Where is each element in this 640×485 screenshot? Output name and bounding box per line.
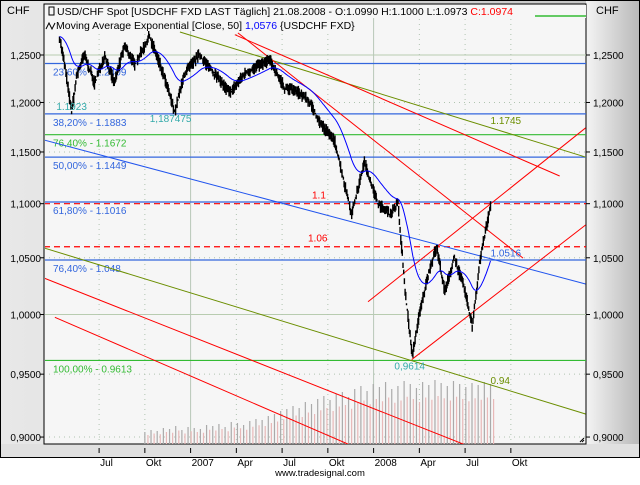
svg-text:Moving Average Exponential [Cl: Moving Average Exponential [Close, 50] 1… — [56, 20, 355, 32]
x-axis-ticks: Jul Okt 2007 Apr Jul Okt 2008 Apr Jul Okt — [98, 448, 528, 469]
level-label: 23,60% - 1.2409 — [53, 67, 127, 78]
level-label: 61,80% - 1.1016 — [53, 206, 127, 217]
y-tick-label-left: 0,9500 — [10, 370, 41, 381]
trendline — [54, 316, 350, 444]
trendline — [45, 247, 586, 415]
y-tick-label-left: 1,0500 — [10, 254, 41, 265]
x-tick-label: Okt — [512, 458, 528, 469]
legend-ema: Moving Average Exponential [Close, 50] — [56, 20, 242, 32]
trendline — [179, 31, 586, 158]
y-tick-label-left: 1,2500 — [10, 51, 41, 62]
level-label: 1.1 — [312, 191, 326, 202]
annotation-label: 0,9614 — [394, 361, 425, 372]
y-tick-label-left: 1,1000 — [10, 200, 41, 211]
level-label: 76,40% - 1.1672 — [53, 139, 127, 150]
trendline — [237, 32, 524, 259]
trendline — [45, 277, 465, 444]
level-label: 50,00% - 1.1449 — [53, 161, 127, 172]
time-axis-panel — [0, 444, 640, 458]
x-tick-label: 2008 — [375, 458, 398, 469]
y-tick-label-left: 1,0000 — [10, 311, 41, 322]
annotation-label: 1.0516 — [491, 249, 522, 260]
legend-close: C:1.0974 — [470, 6, 513, 18]
price-series — [58, 31, 492, 358]
trendline — [234, 34, 560, 177]
y-tick-label-right: 0,9000 — [593, 433, 624, 444]
annotation-label: 1.1923 — [56, 102, 87, 113]
legend: USD/CHF Spot [USDCHF FXD LAST Täglich] 2… — [45, 5, 586, 32]
level-label: 38,20% - 1.1883 — [53, 118, 127, 129]
x-tick-label: Apr — [237, 458, 253, 469]
svg-text:USD/CHF Spot [USDCHF FXD LAST: USD/CHF Spot [USDCHF FXD LAST Täglich] 2… — [57, 6, 513, 18]
y-tick-label-right: 1,0500 — [593, 254, 624, 265]
x-tick-label: Okt — [329, 458, 345, 469]
bar-chart-icon — [48, 6, 55, 16]
x-tick-label: Jul — [100, 458, 113, 469]
annotation-label: 1.1745 — [491, 116, 522, 127]
annotation-label: 0.94 — [491, 376, 511, 387]
volume-bars — [144, 380, 495, 444]
level-label: 100,00% - 0.9613 — [53, 364, 132, 375]
annotations: 1.1923 1,187475 0,9614 1.1745 0.94 1.0516 — [56, 102, 521, 387]
ema-line — [59, 36, 491, 291]
y-tick-label-right: 1,1000 — [593, 200, 624, 211]
y-tick-label-right: 1,2000 — [593, 98, 624, 109]
y-tick-label-right: 1,0000 — [593, 311, 624, 322]
annotation-label: 1,187475 — [150, 114, 192, 125]
x-tick-label: 2007 — [192, 458, 215, 469]
y-tick-label-right: 0,9500 — [593, 370, 624, 381]
trendline — [411, 224, 586, 360]
y-tick-label-left: 0,9000 — [10, 433, 41, 444]
y-tick-label-right: 1,2500 — [593, 51, 624, 62]
plot-area[interactable] — [43, 3, 587, 445]
level-label: 76,40% - 1.048 — [53, 264, 121, 275]
legend-ema-suffix: {USDCHF FXD} — [280, 20, 355, 32]
line-indicator-icon — [45, 21, 56, 31]
left-axis-unit: CHF — [7, 5, 30, 17]
trendline — [45, 139, 586, 285]
level-label: 1.06 — [308, 234, 328, 245]
y-tick-label-left: 1,2000 — [10, 98, 41, 109]
y-tick-label-right: 1,1500 — [593, 148, 624, 159]
x-tick-label: Okt — [146, 458, 162, 469]
right-axis-unit: CHF — [596, 5, 619, 17]
right-axis-panel — [586, 0, 640, 458]
x-tick-label: Jul — [283, 458, 296, 469]
x-tick-label: Apr — [420, 458, 436, 469]
footer-watermark: www.tradesignal.com — [274, 468, 365, 479]
legend-ema-value: 1,0576 — [245, 20, 277, 32]
y-axis-ticks: 1,2500 1,2500 1,2000 1,2000 1,1500 1,1500 1,10… — [10, 51, 624, 444]
resize-grip-icon[interactable] — [579, 437, 585, 443]
y-tick-label-left: 1,1500 — [10, 148, 41, 159]
legend-price: USD/CHF Spot [USDCHF FXD LAST Täglich] 2… — [57, 6, 468, 18]
x-tick-label: Jul — [466, 458, 479, 469]
